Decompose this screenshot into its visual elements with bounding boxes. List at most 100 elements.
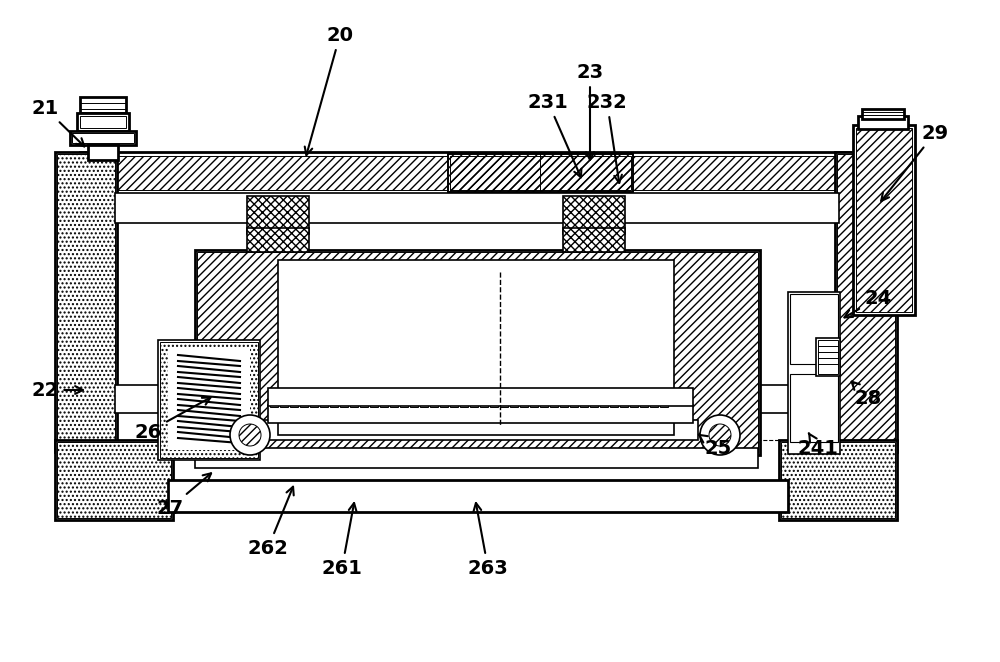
Bar bbox=[158, 340, 260, 460]
Bar bbox=[330, 392, 338, 407]
Bar bbox=[430, 392, 438, 407]
Text: 25: 25 bbox=[699, 435, 732, 457]
Bar bbox=[300, 392, 308, 407]
Bar bbox=[460, 392, 468, 407]
Bar bbox=[195, 250, 760, 455]
Bar bbox=[788, 292, 840, 454]
Bar bbox=[530, 392, 538, 407]
Bar bbox=[448, 154, 633, 192]
Bar bbox=[290, 392, 298, 407]
Bar bbox=[640, 392, 648, 407]
Bar bbox=[400, 392, 408, 407]
Text: 241: 241 bbox=[798, 433, 838, 457]
Bar bbox=[70, 131, 136, 145]
Bar bbox=[310, 392, 318, 407]
Text: 24: 24 bbox=[844, 289, 892, 318]
Bar bbox=[77, 113, 129, 131]
Bar bbox=[510, 392, 518, 407]
Bar bbox=[563, 228, 625, 252]
Bar bbox=[268, 405, 693, 423]
Bar bbox=[380, 392, 388, 407]
Text: 26: 26 bbox=[134, 397, 211, 442]
Bar bbox=[57, 154, 115, 450]
Bar bbox=[856, 128, 912, 312]
Bar bbox=[480, 392, 488, 407]
Bar bbox=[440, 392, 448, 407]
Bar bbox=[853, 125, 915, 315]
Bar bbox=[88, 145, 118, 160]
Bar bbox=[610, 392, 618, 407]
Bar bbox=[247, 196, 309, 234]
Bar bbox=[55, 152, 117, 452]
Bar bbox=[580, 392, 588, 407]
Text: 29: 29 bbox=[881, 124, 949, 201]
Bar bbox=[320, 392, 328, 407]
Bar bbox=[450, 156, 631, 190]
Bar bbox=[268, 388, 693, 406]
Bar bbox=[84, 156, 846, 190]
Bar bbox=[80, 152, 850, 194]
Text: 23: 23 bbox=[576, 62, 604, 160]
Bar bbox=[280, 392, 288, 407]
Text: 20: 20 bbox=[305, 26, 354, 155]
Text: 232: 232 bbox=[587, 93, 627, 183]
Bar bbox=[80, 97, 126, 113]
Bar bbox=[278, 260, 674, 435]
Bar bbox=[779, 440, 897, 520]
Bar bbox=[470, 392, 478, 407]
Text: 21: 21 bbox=[31, 99, 84, 146]
Text: 231: 231 bbox=[528, 93, 581, 177]
Bar bbox=[340, 392, 348, 407]
Bar bbox=[560, 392, 568, 407]
Bar bbox=[80, 116, 126, 128]
Bar bbox=[818, 340, 838, 374]
Bar bbox=[620, 392, 628, 407]
Bar bbox=[350, 392, 358, 407]
Bar bbox=[835, 152, 897, 452]
Bar bbox=[790, 374, 838, 442]
Bar bbox=[360, 392, 368, 407]
Bar bbox=[115, 385, 839, 413]
Text: 27: 27 bbox=[156, 473, 211, 518]
Bar bbox=[590, 392, 598, 407]
Bar bbox=[370, 392, 378, 407]
Bar bbox=[862, 109, 904, 119]
Text: 261: 261 bbox=[322, 503, 362, 577]
Bar bbox=[500, 392, 508, 407]
Bar bbox=[781, 442, 895, 518]
Bar bbox=[420, 392, 428, 407]
Bar bbox=[490, 392, 498, 407]
Bar bbox=[247, 228, 309, 252]
Bar bbox=[390, 392, 398, 407]
Bar bbox=[630, 392, 638, 407]
Bar bbox=[57, 442, 171, 518]
Bar bbox=[650, 392, 658, 407]
Bar bbox=[570, 392, 578, 407]
Bar bbox=[520, 392, 528, 407]
Bar bbox=[168, 480, 788, 512]
Text: 263: 263 bbox=[468, 503, 508, 577]
Bar bbox=[816, 338, 840, 376]
Bar bbox=[600, 392, 608, 407]
Bar bbox=[115, 193, 839, 223]
Bar bbox=[197, 252, 758, 453]
Bar bbox=[540, 392, 548, 407]
Text: 28: 28 bbox=[852, 381, 882, 408]
Bar bbox=[448, 154, 633, 192]
Circle shape bbox=[230, 415, 270, 455]
Bar bbox=[790, 294, 838, 364]
Bar bbox=[270, 392, 278, 407]
Bar bbox=[660, 392, 668, 407]
Bar bbox=[195, 448, 758, 468]
Bar bbox=[550, 392, 558, 407]
Bar bbox=[837, 154, 895, 450]
Bar bbox=[563, 196, 625, 234]
Circle shape bbox=[700, 415, 740, 455]
Bar bbox=[858, 116, 908, 129]
Bar bbox=[55, 440, 173, 520]
Bar bbox=[410, 392, 418, 407]
Text: 22: 22 bbox=[31, 381, 83, 399]
Bar bbox=[450, 392, 458, 407]
Bar bbox=[72, 133, 134, 143]
Bar bbox=[160, 342, 258, 458]
